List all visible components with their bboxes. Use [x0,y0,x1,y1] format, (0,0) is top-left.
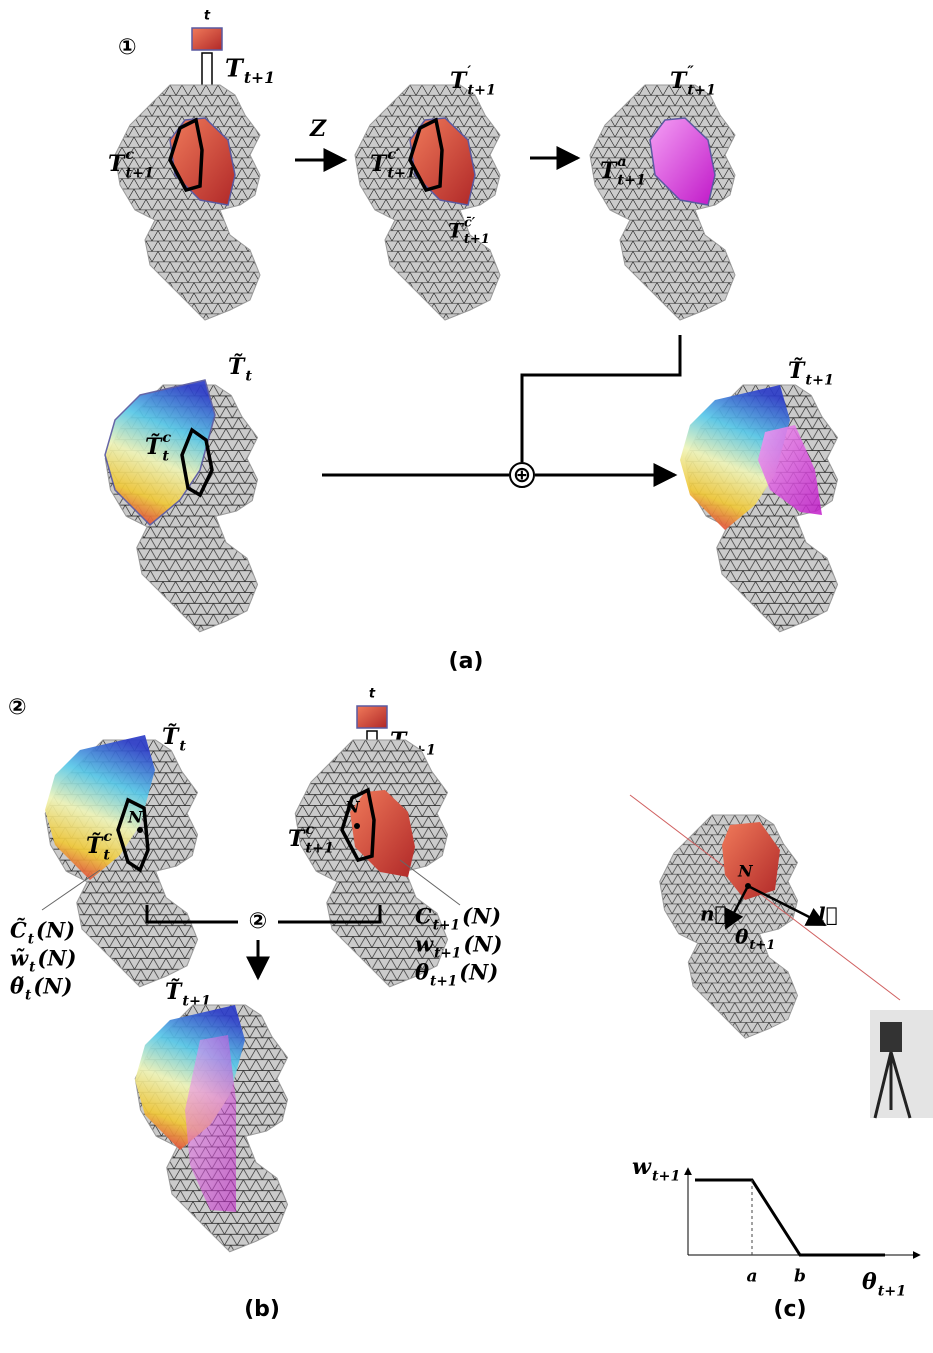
label: T̃ [228,354,246,380]
label: T [288,826,306,852]
node [137,827,143,833]
label: C [415,904,432,929]
label: (c) [773,1297,806,1322]
label: w [415,932,434,957]
label: w̃ [10,946,29,971]
label: t+1 [387,165,416,181]
label: c [125,147,134,163]
input-frame [357,706,387,728]
label: θ̃ [10,974,24,999]
label: (N) [462,904,501,929]
label: t+1 [652,1168,681,1184]
label: t+1 [805,372,834,388]
label: T̃ [165,979,183,1005]
label: t [25,987,32,1003]
label: t [28,931,35,947]
label: ″ [687,64,694,80]
label: T̃ [86,833,104,859]
label: n⃗ [700,902,727,926]
label: Z [309,116,327,142]
label: l⃗ [818,903,838,927]
label: T [600,158,618,184]
label: t+1 [430,973,457,989]
label: t+1 [687,82,716,98]
label: t [245,368,252,384]
label: c′ [387,147,400,163]
label: t+1 [467,82,496,98]
label: b [794,1267,806,1287]
label: (N) [463,932,502,957]
connector [522,335,680,462]
label: (N) [36,918,75,943]
label: (N) [459,960,498,985]
label: t [204,9,211,24]
label: (N) [33,974,72,999]
label: T [108,151,126,177]
label: ② [8,695,27,720]
label: t+1 [305,840,334,856]
connector [695,1180,885,1255]
label: (a) [449,649,484,674]
label: N [127,808,144,827]
label: ② [249,909,268,934]
label: t [103,847,110,863]
figure: ①tTt+1Tct+1ZT′t+1Tc′t+1Tc̄′t+1T″t+1Tat+1… [0,0,933,1353]
label: t [162,448,169,464]
label: t [369,687,376,702]
label: T [450,68,468,94]
label: a [617,154,626,170]
label: c [103,829,112,845]
label: t+1 [125,165,154,181]
label: T̃ [145,434,163,460]
label: t+1 [244,68,275,87]
label: T [370,151,388,177]
label: t+1 [434,945,461,961]
label: t+1 [464,232,490,247]
label: θ [735,925,749,949]
mesh [590,85,735,320]
label: t [179,738,186,754]
label: ′ [467,64,471,80]
label: N [737,862,754,881]
node [354,823,360,829]
label: T̃ [788,358,806,384]
label: t+1 [878,1283,907,1299]
label: t+1 [433,917,460,933]
input-frame [192,28,222,50]
label: (N) [37,946,76,971]
label: w [632,1154,652,1180]
label: c [305,822,314,838]
label: (b) [244,1297,280,1322]
page: {"panel_a": { "step_marker": "①", "input… [0,0,933,1353]
label: ⊕ [513,463,531,488]
label: θ [415,960,429,985]
label: T [225,54,245,83]
label: T̃ [162,724,180,750]
label: N [344,798,361,817]
label: T [670,68,688,94]
label: ① [118,35,137,60]
label: c̄′ [464,216,476,231]
label: C̃ [10,918,27,943]
scanner [880,1022,902,1052]
label: t+1 [617,172,646,188]
label: a [746,1267,757,1287]
label: c [162,430,171,446]
label: θ [862,1269,877,1295]
label: T [448,219,465,243]
label: t+1 [749,938,775,953]
